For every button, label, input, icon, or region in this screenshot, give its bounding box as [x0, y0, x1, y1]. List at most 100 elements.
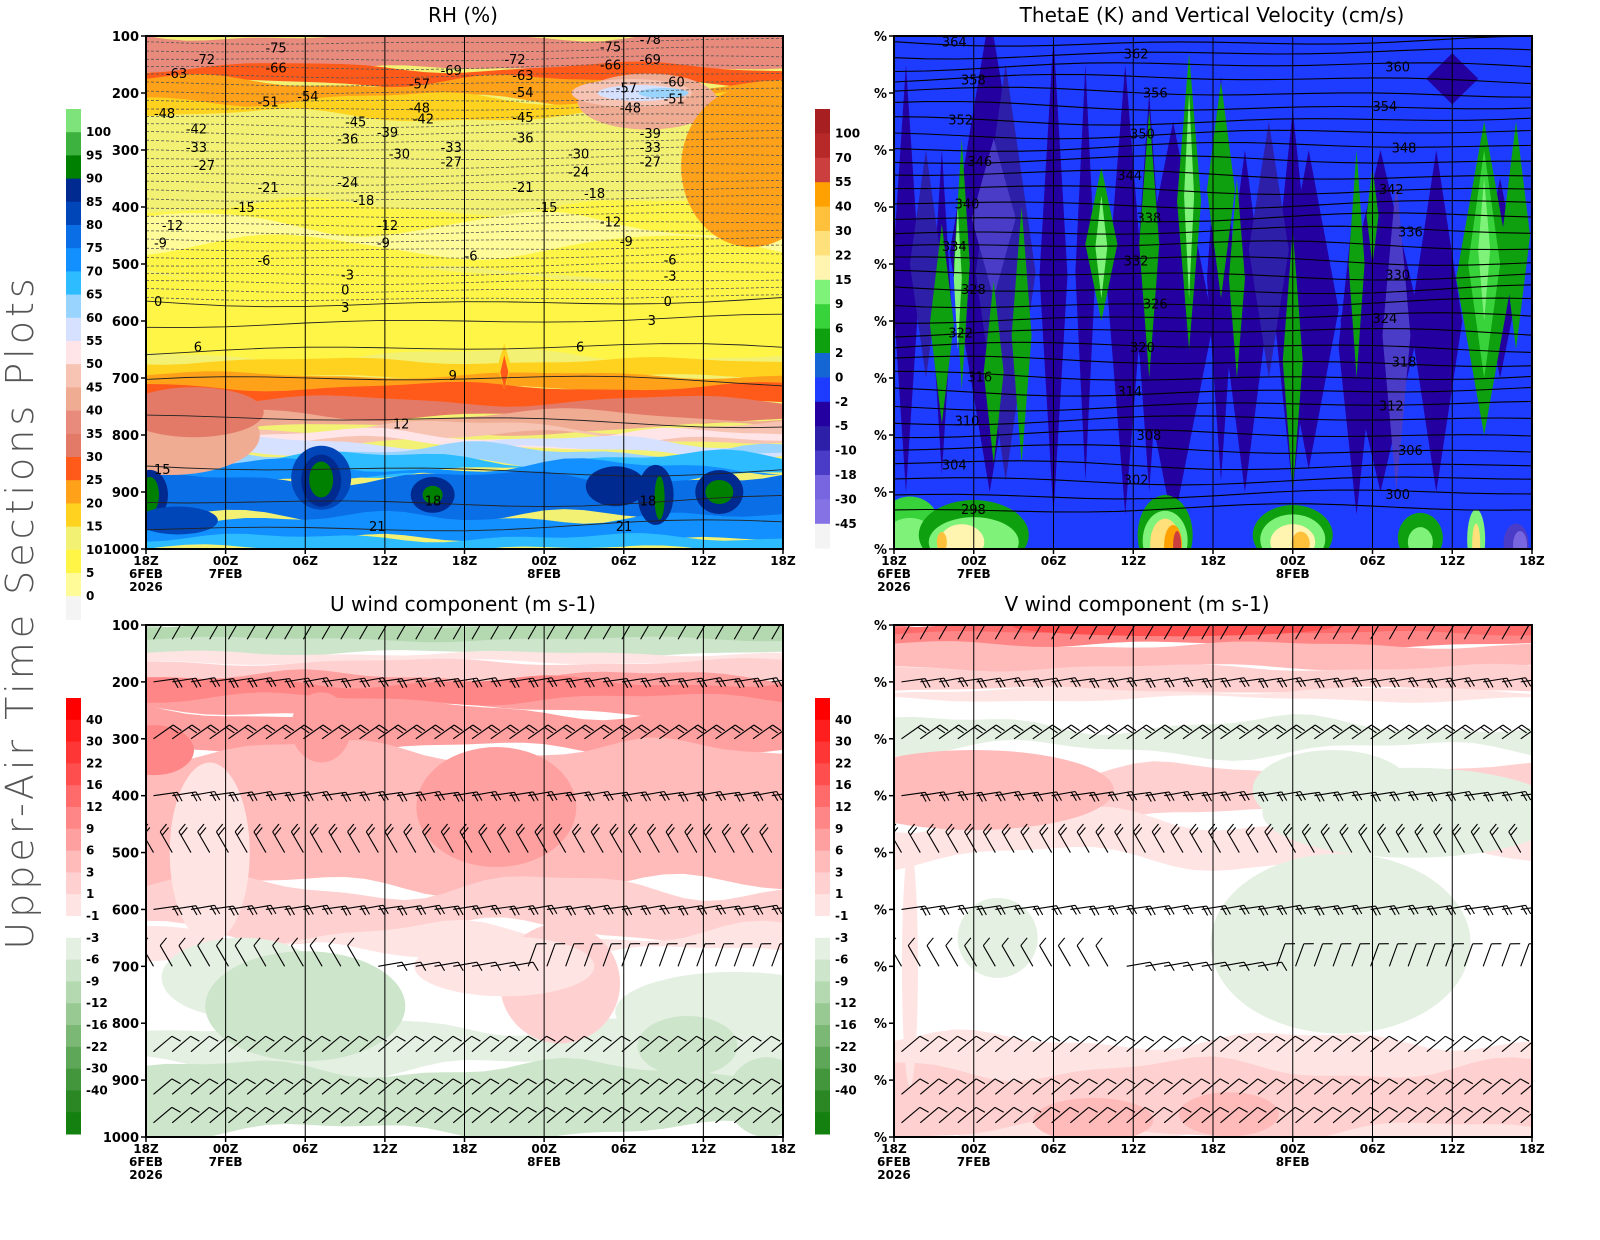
field-blob: [727, 1057, 807, 1137]
v-wind-barb-flag: [1539, 1107, 1548, 1112]
u-colorbar-swatch: [66, 1025, 81, 1047]
rh-contour-label: -66: [265, 61, 286, 76]
rh-colorbar-label: 70: [86, 264, 103, 278]
thetae-colorbar-label: 40: [835, 200, 852, 214]
thetae-contour-label: 322: [948, 326, 973, 341]
v-y-tick-label: %: [874, 903, 887, 918]
field-blob: [902, 846, 918, 1086]
rh-colorbar-label: 15: [86, 520, 103, 534]
thetae-contour-label: 340: [955, 197, 980, 212]
u-colorbar-swatch: [66, 742, 81, 764]
rh-colorbar-label: 100: [86, 125, 111, 139]
rh-colorbar-label: 75: [86, 241, 103, 255]
thetae-colorbar-label: -10: [835, 444, 857, 458]
thetae-x-date-label: 7FEB: [957, 567, 991, 581]
v-x-tick-label: 00Z: [1280, 1142, 1306, 1156]
thetae-colorbar-swatch: [815, 402, 830, 427]
rh-contour-label: -51: [257, 96, 278, 111]
thetae-contour-label: 334: [942, 240, 967, 255]
rh-contour-label: -12: [377, 219, 398, 234]
rh-contour-label: -3: [341, 268, 354, 283]
u-x-tick-label: 00Z: [213, 1142, 239, 1156]
v-colorbar-swatch: [815, 763, 830, 785]
v-colorbar-label: 22: [835, 756, 852, 770]
rh-colorbar-label: 45: [86, 380, 103, 394]
rh-contour-label: -18: [353, 194, 374, 209]
u-wind-barb-flag: [792, 793, 797, 802]
v-colorbar-label: -22: [835, 1040, 857, 1054]
thetae-contour-label: 342: [1379, 183, 1404, 198]
rh-contour-label: 3: [648, 314, 656, 329]
u-wind-barb-flag: [428, 618, 438, 620]
v-wind-barb-flag: [1064, 618, 1074, 620]
rh-y-tick-label: 700: [112, 372, 139, 387]
field-blob: [141, 477, 159, 513]
rh-colorbar-label: 30: [86, 450, 103, 464]
thetae-colorbar-label: -30: [835, 492, 857, 506]
thetae-colorbar-label: 0: [835, 370, 843, 384]
u-x-tick-label: 12Z: [372, 1142, 398, 1156]
u-colorbar-swatch: [66, 1047, 81, 1069]
thetae-x-tick-label: 06Z: [1360, 554, 1386, 568]
u-wind-barb-flag: [165, 618, 175, 620]
thetae-colorbar-swatch: [815, 182, 830, 207]
u-wind-barb-flag: [788, 727, 796, 733]
v-y-tick-label: %: [874, 790, 887, 805]
rh-contour-label: -69: [441, 64, 462, 79]
thetae-colorbar-swatch: [815, 329, 830, 354]
u-colorbar-label: 40: [86, 713, 103, 727]
rh-contour-label: 0: [341, 284, 349, 299]
thetae-contour-label: 350: [1130, 127, 1155, 142]
u-colorbar-swatch: [66, 1003, 81, 1025]
v-colorbar-swatch: [815, 1003, 830, 1025]
rh-x-tick-label: 06Z: [293, 554, 319, 568]
u-wind-barb-flag: [746, 618, 756, 620]
rh-contour-label: -21: [512, 181, 533, 196]
thetae-contour-label: 346: [967, 155, 992, 170]
rh-contour-label: -30: [389, 147, 410, 162]
u-wind-barb-flag: [315, 618, 325, 620]
rh-contour-label: 0: [664, 295, 672, 310]
thetae-contour-label: 310: [955, 414, 980, 429]
v-wind-barb-flag: [951, 618, 961, 620]
rh-colorbar-label: 25: [86, 473, 103, 487]
v-x-tick-label: 06Z: [1360, 1142, 1386, 1156]
u-colorbar-swatch: [66, 1090, 81, 1112]
rh-contour-label: 18: [640, 495, 657, 510]
thetae-colorbar-label: 9: [835, 297, 843, 311]
u-x-year-label: 2026: [129, 1168, 162, 1182]
v-y-tick-label: %: [874, 619, 887, 634]
u-colorbar-swatch: [66, 960, 81, 982]
thetae-colorbar-label: -2: [835, 395, 848, 409]
v-wind-barb-flag: [1214, 618, 1224, 620]
v-wind-barb-flag: [1539, 1079, 1548, 1084]
v-wind-barb-flag: [1045, 618, 1055, 620]
u-y-tick-label: 200: [112, 676, 139, 691]
v-colorbar-swatch: [815, 916, 830, 938]
u-wind-barb-flag: [409, 618, 419, 620]
u-wind-barb-flag: [728, 618, 738, 620]
v-y-tick-label: %: [874, 1074, 887, 1089]
rh-contour-label: -36: [512, 131, 533, 146]
rh-x-tick-label: 00Z: [213, 554, 239, 568]
v-colorbar-swatch: [815, 1090, 830, 1112]
rh-y-tick-label: 300: [112, 144, 139, 159]
rh-contour-label: -48: [154, 107, 175, 122]
thetae-y-tick-label: %: [874, 258, 887, 273]
rh-colorbar-swatch: [66, 248, 81, 272]
v-colorbar-swatch: [815, 960, 830, 982]
thetae-x-tick-label: 18Z: [881, 554, 907, 568]
v-colorbar-swatch: [815, 938, 830, 960]
v-wind-barb-flag: [1251, 618, 1261, 620]
rh-contour-label: -33: [441, 141, 462, 156]
field-blob: [416, 747, 576, 867]
u-wind-barb-flag: [791, 725, 799, 731]
rh-colorbar-swatch: [66, 271, 81, 295]
rh-colorbar-swatch: [66, 457, 81, 481]
v-colorbar-swatch: [815, 1025, 830, 1047]
thetae-colorbar-swatch: [815, 231, 830, 256]
v-colorbar-swatch: [815, 785, 830, 807]
v-wind-barb-flag: [1401, 618, 1411, 620]
thetae-colorbar-swatch: [815, 524, 830, 549]
